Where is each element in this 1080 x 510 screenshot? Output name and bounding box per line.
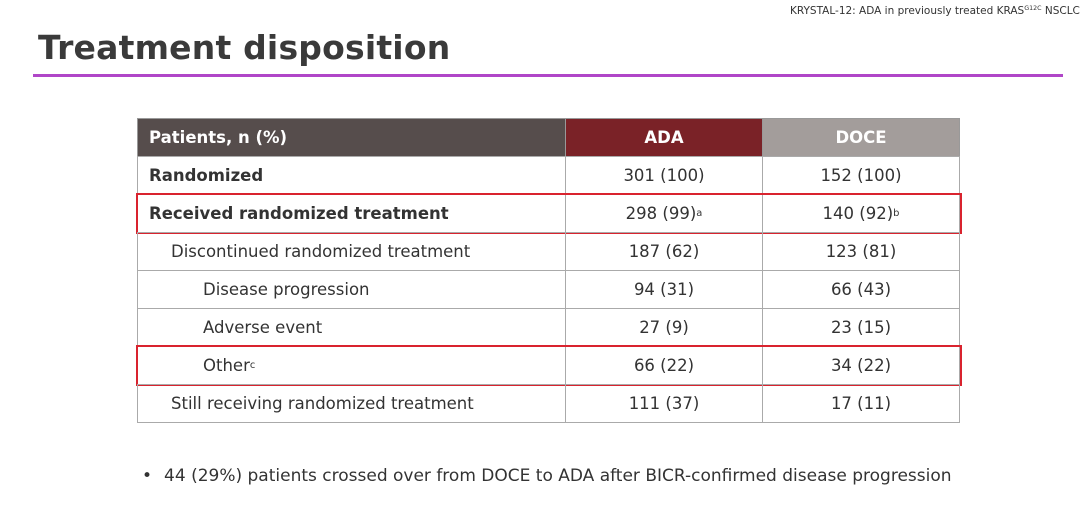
value-cell: 187 (62)	[565, 232, 763, 271]
value-text: 66 (22)	[633, 356, 695, 375]
value-cell: 111 (37)	[565, 384, 763, 423]
label-text: Randomized	[149, 166, 264, 185]
source-end: NSCLC	[1044, 5, 1080, 17]
table-row: Disease progression 94 (31) 66 (43)	[137, 270, 960, 309]
label-text: Received randomized treatment	[149, 204, 449, 223]
value-text: 298 (99)	[625, 204, 697, 223]
header-row: Patients, n (%) ADA DOCE	[137, 118, 960, 157]
source-line: KRYSTAL-12: ADA in previously treated KR…	[790, 5, 1080, 17]
value-cell: 17 (11)	[762, 384, 960, 423]
header-cell: Patients, n (%)	[137, 118, 566, 157]
value-text: 111 (37)	[628, 394, 700, 413]
table-row: Received randomized treatment 298 (99) a 14…	[136, 193, 962, 234]
note-text: 44 (29%) patients crossed over from DOCE…	[164, 466, 952, 486]
value-text: 27 (9)	[639, 318, 689, 337]
source-superscript: G12C	[1024, 5, 1042, 13]
value-text: 152 (100)	[820, 166, 902, 185]
value-text: 94 (31)	[633, 280, 695, 299]
value-cell: 152 (100)	[762, 156, 960, 195]
notes: • 44 (29%) patients crossed over from DOC…	[142, 466, 952, 486]
table: Patients, n (%) ADA DOCE Randomized 301 (100…	[136, 118, 962, 423]
table-row: Discontinued randomized treatment 187 (62…	[137, 232, 960, 271]
value-cell: 140 (92) b	[762, 194, 960, 233]
value-cell: 298 (99) a	[565, 194, 763, 233]
label-text: Adverse event	[203, 318, 323, 337]
row-label: Received randomized treatment	[137, 194, 566, 233]
row-label: Discontinued randomized treatment	[137, 232, 566, 271]
title-rule	[33, 74, 1063, 77]
value-text: 301 (100)	[623, 166, 705, 185]
table-row: Other c 66 (22) 34 (22)	[136, 345, 962, 386]
row-label: Still receiving randomized treatment	[137, 384, 566, 423]
value-text: 123 (81)	[825, 242, 897, 261]
value-text: 140 (92)	[822, 204, 894, 223]
value-cell: 301 (100)	[565, 156, 763, 195]
table-row: Randomized 301 (100) 152 (100)	[137, 156, 960, 195]
value-cell: 23 (15)	[762, 308, 960, 347]
note-item: • 44 (29%) patients crossed over from DOC…	[142, 466, 952, 486]
row-label: Disease progression	[137, 270, 566, 309]
row-label: Other c	[137, 346, 566, 385]
table-row: Still receiving randomized treatment 111 …	[137, 384, 960, 423]
value-cell: 34 (22)	[762, 346, 960, 385]
header-cell: ADA	[565, 118, 763, 157]
value-text: 66 (43)	[830, 280, 892, 299]
label-text: Still receiving randomized treatment	[171, 394, 474, 413]
table-row: Adverse event 27 (9) 23 (15)	[137, 308, 960, 347]
slide-title: Treatment disposition	[38, 28, 451, 67]
value-cell: 66 (22)	[565, 346, 763, 385]
header-cell: DOCE	[762, 118, 960, 157]
label-text: Other	[203, 356, 250, 375]
label-text: Discontinued randomized treatment	[171, 242, 471, 261]
value-text: 17 (11)	[830, 394, 892, 413]
value-cell: 94 (31)	[565, 270, 763, 309]
bullet: •	[142, 466, 153, 486]
value-text: 34 (22)	[830, 356, 892, 375]
source: KRYSTAL-12: ADA in previously treated KR…	[790, 5, 1025, 17]
label-text: Disease progression	[203, 280, 370, 299]
value-text: 187 (62)	[628, 242, 700, 261]
row-label: Adverse event	[137, 308, 566, 347]
value-text: 23 (15)	[830, 318, 892, 337]
row-label: Randomized	[137, 156, 566, 195]
value-cell: 27 (9)	[565, 308, 763, 347]
value-cell: 123 (81)	[762, 232, 960, 271]
value-cell: 66 (43)	[762, 270, 960, 309]
